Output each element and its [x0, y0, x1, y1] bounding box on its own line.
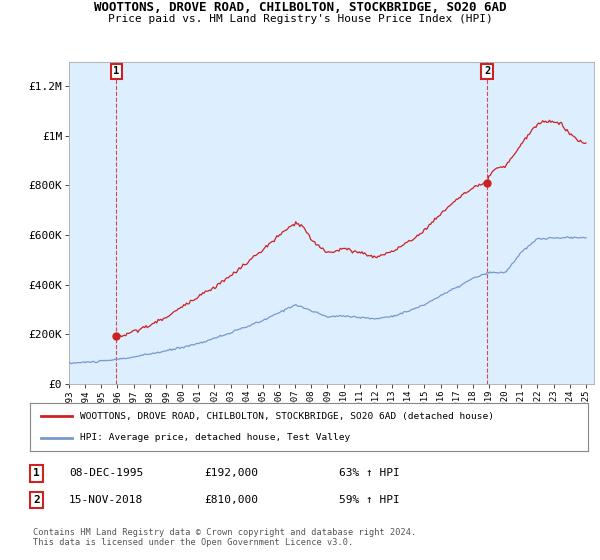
Text: WOOTTONS, DROVE ROAD, CHILBOLTON, STOCKBRIDGE, SO20 6AD (detached house): WOOTTONS, DROVE ROAD, CHILBOLTON, STOCKB… — [80, 412, 494, 421]
Text: WOOTTONS, DROVE ROAD, CHILBOLTON, STOCKBRIDGE, SO20 6AD: WOOTTONS, DROVE ROAD, CHILBOLTON, STOCKB… — [94, 1, 506, 14]
Text: Price paid vs. HM Land Registry's House Price Index (HPI): Price paid vs. HM Land Registry's House … — [107, 14, 493, 24]
Text: 59% ↑ HPI: 59% ↑ HPI — [339, 495, 400, 505]
Text: 63% ↑ HPI: 63% ↑ HPI — [339, 468, 400, 478]
Text: 08-DEC-1995: 08-DEC-1995 — [69, 468, 143, 478]
Text: £810,000: £810,000 — [204, 495, 258, 505]
Text: HPI: Average price, detached house, Test Valley: HPI: Average price, detached house, Test… — [80, 433, 350, 442]
Text: Contains HM Land Registry data © Crown copyright and database right 2024.
This d: Contains HM Land Registry data © Crown c… — [33, 528, 416, 547]
Text: 1: 1 — [33, 468, 40, 478]
Text: 15-NOV-2018: 15-NOV-2018 — [69, 495, 143, 505]
Text: £192,000: £192,000 — [204, 468, 258, 478]
Text: 2: 2 — [484, 67, 490, 76]
Text: 2: 2 — [33, 495, 40, 505]
Text: 1: 1 — [113, 67, 119, 76]
